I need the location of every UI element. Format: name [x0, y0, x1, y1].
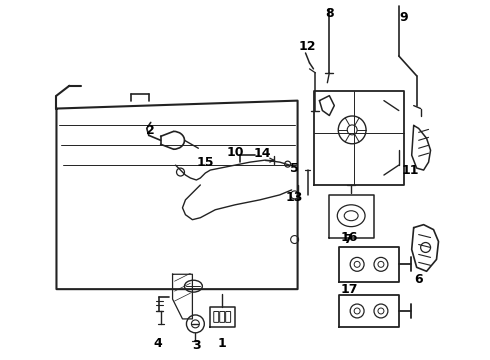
Text: 2: 2	[147, 124, 155, 137]
Text: 14: 14	[253, 147, 270, 160]
Text: 7: 7	[343, 233, 352, 246]
Text: 6: 6	[415, 273, 423, 286]
Text: 8: 8	[325, 7, 334, 20]
Text: 1: 1	[218, 337, 226, 350]
Text: 13: 13	[286, 192, 303, 204]
Text: 16: 16	[341, 231, 358, 244]
Text: 9: 9	[399, 11, 408, 24]
Text: 11: 11	[402, 163, 419, 176]
Text: 10: 10	[226, 146, 244, 159]
Text: 15: 15	[196, 156, 214, 168]
Text: 3: 3	[192, 339, 201, 352]
Text: 12: 12	[299, 40, 316, 53]
Text: 5: 5	[290, 162, 299, 175]
Text: 17: 17	[341, 283, 358, 296]
Text: 4: 4	[153, 337, 162, 350]
